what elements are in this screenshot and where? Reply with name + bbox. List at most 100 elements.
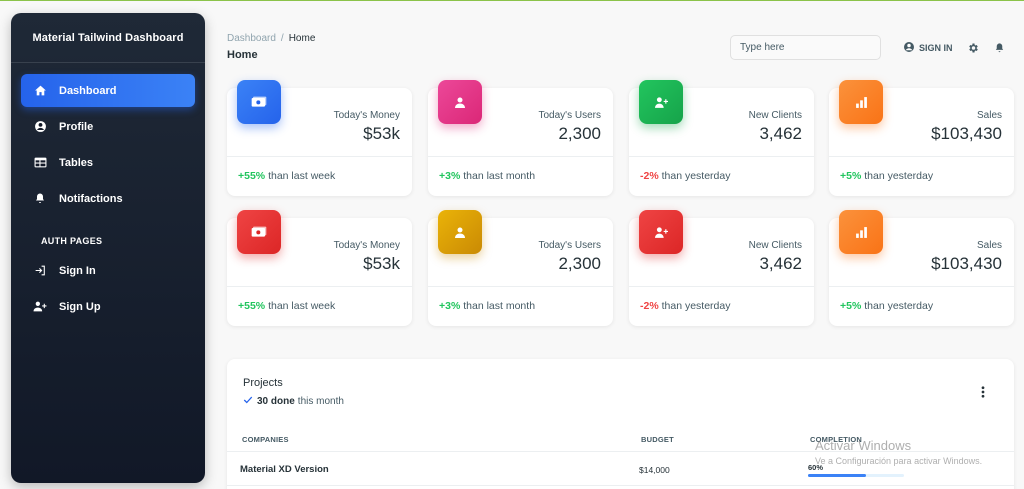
sign-in-label: SIGN IN bbox=[919, 43, 953, 53]
projects-card: Projects 30 done this month COMPANIES BU… bbox=[227, 359, 1014, 489]
stat-change-suffix: than last week bbox=[268, 300, 336, 312]
stat-change-suffix: than last month bbox=[463, 300, 536, 312]
stat-card-sales: Sales $103,430 +5% than yesterday bbox=[829, 210, 1014, 326]
sidebar-item-tables[interactable]: Tables bbox=[21, 146, 195, 179]
sidebar: Material Tailwind Dashboard Dashboard Pr… bbox=[11, 13, 205, 483]
user-plus-icon bbox=[639, 210, 683, 254]
stat-change: +55% bbox=[238, 300, 266, 312]
stat-label: Today's Users bbox=[538, 110, 602, 121]
sidebar-nav: Dashboard Profile Tables Notifactions AU… bbox=[11, 63, 205, 323]
stat-value: 3,462 bbox=[759, 124, 802, 143]
divider bbox=[227, 156, 412, 157]
auth-pages-heading: AUTH PAGES bbox=[41, 236, 103, 246]
stat-change: +5% bbox=[840, 300, 862, 312]
stat-change-suffix: than yesterday bbox=[661, 300, 731, 312]
stat-footer: +55% than last week bbox=[238, 300, 335, 312]
watermark-title: Activar Windows bbox=[815, 438, 912, 453]
stat-label: Today's Money bbox=[333, 240, 400, 251]
stat-change-suffix: than last week bbox=[268, 170, 336, 182]
sidebar-item-label: Profile bbox=[59, 120, 94, 133]
column-header-companies: COMPANIES bbox=[242, 435, 289, 444]
divider bbox=[829, 286, 1014, 287]
stat-card-money: Today's Money $53k +55% than last week bbox=[227, 210, 412, 326]
stat-footer: +3% than last month bbox=[439, 300, 535, 312]
stat-change: -2% bbox=[640, 170, 659, 182]
column-header-completion: COMPLETION bbox=[810, 435, 862, 444]
sidebar-item-profile[interactable]: Profile bbox=[21, 110, 195, 143]
breadcrumb: Dashboard / Home bbox=[227, 33, 315, 44]
user-plus-icon bbox=[33, 300, 47, 314]
stat-change-suffix: than yesterday bbox=[661, 170, 731, 182]
company-name: Material XD Version bbox=[240, 464, 329, 475]
divider bbox=[227, 286, 412, 287]
stat-footer: +5% than yesterday bbox=[840, 170, 933, 182]
stat-card-users: Today's Users 2,300 +3% than last month bbox=[428, 210, 613, 326]
stat-change: +3% bbox=[439, 300, 461, 312]
divider bbox=[227, 451, 1014, 452]
stat-change: +55% bbox=[238, 170, 266, 182]
sidebar-title: Material Tailwind Dashboard bbox=[11, 13, 205, 63]
stat-card-clients: New Clients 3,462 -2% than yesterday bbox=[629, 210, 814, 326]
stat-label: New Clients bbox=[748, 240, 802, 251]
stat-value: 2,300 bbox=[558, 254, 601, 273]
user-icon bbox=[438, 210, 482, 254]
gear-icon[interactable] bbox=[967, 41, 979, 59]
breadcrumb-current: Home bbox=[288, 33, 316, 44]
stat-label: Sales bbox=[976, 240, 1002, 251]
stat-label: Today's Money bbox=[333, 110, 400, 121]
stat-change: +3% bbox=[439, 170, 461, 182]
breadcrumb-root[interactable]: Dashboard bbox=[227, 33, 276, 44]
user-icon bbox=[438, 80, 482, 124]
sidebar-item-dashboard[interactable]: Dashboard bbox=[21, 74, 195, 107]
projects-done-count: 30 done bbox=[257, 396, 295, 407]
stat-change: +5% bbox=[840, 170, 862, 182]
completion-progress-bar bbox=[808, 474, 904, 477]
stat-footer: -2% than yesterday bbox=[640, 300, 731, 312]
stat-card-sales: Sales $103,430 +5% than yesterday bbox=[829, 80, 1014, 196]
projects-summary: 30 done this month bbox=[243, 395, 344, 408]
stat-footer: +5% than yesterday bbox=[840, 300, 933, 312]
stat-card-money: Today's Money $53k +55% than last week bbox=[227, 80, 412, 196]
divider bbox=[227, 485, 1014, 486]
budget-value: $14,000 bbox=[639, 465, 670, 475]
column-header-budget: BUDGET bbox=[641, 435, 674, 444]
windows-activation-watermark: Activar Windows Ve a Configuración para … bbox=[815, 438, 982, 466]
search-input[interactable] bbox=[730, 35, 881, 60]
sidebar-item-label: Sign Up bbox=[59, 300, 101, 313]
stat-footer: +55% than last week bbox=[238, 170, 335, 182]
sidebar-item-notifications[interactable]: Notifactions bbox=[21, 182, 195, 215]
stat-card-users: Today's Users 2,300 +3% than last month bbox=[428, 80, 613, 196]
bell-icon[interactable] bbox=[994, 41, 1005, 59]
stat-change-suffix: than yesterday bbox=[864, 300, 934, 312]
stat-value: 3,462 bbox=[759, 254, 802, 273]
sidebar-item-label: Dashboard bbox=[59, 84, 117, 97]
watermark-subtitle: Ve a Configuración para activar Windows. bbox=[815, 456, 983, 466]
sidebar-item-sign-in[interactable]: Sign In bbox=[21, 254, 195, 287]
chart-icon bbox=[839, 210, 883, 254]
page-title: Home bbox=[227, 49, 258, 61]
stat-value: $103,430 bbox=[931, 254, 1002, 273]
projects-title: Projects bbox=[243, 377, 283, 389]
stat-footer: -2% than yesterday bbox=[640, 170, 731, 182]
chart-icon bbox=[839, 80, 883, 124]
completion-progress-fill bbox=[808, 474, 866, 477]
stat-value: $53k bbox=[363, 254, 400, 273]
check-icon bbox=[243, 395, 253, 408]
stat-value: 2,300 bbox=[558, 124, 601, 143]
sidebar-item-sign-up[interactable]: Sign Up bbox=[21, 290, 195, 323]
home-icon bbox=[33, 84, 47, 98]
sign-in-button[interactable]: SIGN IN bbox=[903, 41, 953, 55]
sidebar-item-label: Sign In bbox=[59, 264, 96, 277]
stat-value: $103,430 bbox=[931, 124, 1002, 143]
user-circle-icon bbox=[903, 41, 915, 55]
more-vertical-icon[interactable] bbox=[981, 385, 985, 403]
sidebar-item-label: Notifactions bbox=[59, 192, 123, 205]
divider bbox=[629, 156, 814, 157]
user-plus-icon bbox=[639, 80, 683, 124]
divider bbox=[428, 286, 613, 287]
sign-in-icon bbox=[33, 264, 47, 278]
stat-change: -2% bbox=[640, 300, 659, 312]
user-circle-icon bbox=[33, 120, 47, 134]
stat-value: $53k bbox=[363, 124, 400, 143]
divider bbox=[829, 156, 1014, 157]
